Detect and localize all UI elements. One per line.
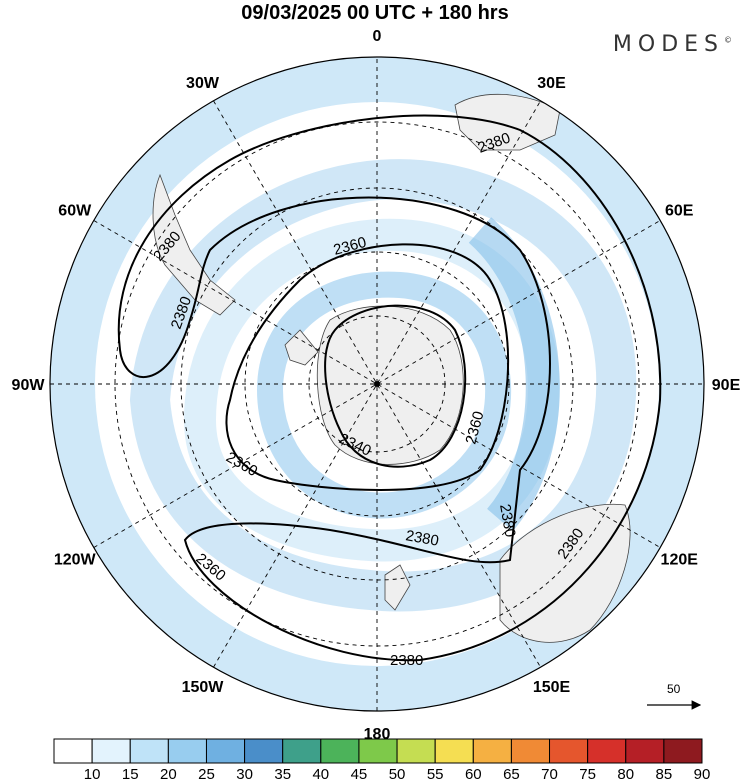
new-zealand	[384, 564, 411, 611]
colorbar-label: 85	[656, 766, 673, 782]
contour-2360	[225, 243, 510, 491]
colorbar-swatch	[587, 738, 627, 764]
colorbar-label: 50	[389, 766, 406, 782]
copyright-mark: ©	[724, 35, 732, 45]
colorbar-swatch	[282, 738, 322, 764]
colorbar-swatch	[472, 738, 512, 764]
longitude-label: 120W	[54, 552, 97, 569]
contour-2380	[117, 114, 662, 662]
graticule	[50, 57, 704, 711]
colorbar-label: 40	[312, 766, 329, 782]
colorbar-label: 65	[503, 766, 520, 782]
polar-vortex-band	[256, 271, 512, 519]
contour-label: 2380	[496, 503, 519, 539]
longitude-label: 150W	[182, 679, 225, 696]
colorbar-swatch	[244, 738, 284, 764]
longitude-label: 60W	[58, 203, 92, 220]
meridian-line	[93, 220, 661, 548]
colorbar-label: 30	[236, 766, 253, 782]
colorbar-swatch	[205, 738, 246, 764]
contour-label: 2380	[404, 527, 440, 550]
colorbar-label: 80	[617, 766, 634, 782]
map-border	[49, 56, 705, 712]
colorbar-label: 75	[579, 766, 596, 782]
colorbar-label: 35	[274, 766, 291, 782]
longitude-label: 120E	[661, 552, 699, 569]
colorbar-swatch	[91, 738, 131, 764]
colorbar-swatch	[53, 738, 93, 764]
longitude-label: 0	[373, 28, 382, 45]
colorbar-label: 15	[122, 766, 139, 782]
brand-logo: MODES©	[613, 32, 732, 57]
colorbar-swatch	[129, 738, 169, 764]
longitude-label: 30W	[186, 75, 220, 92]
south-pole-marker	[374, 381, 380, 387]
longitude-label: 90W	[12, 377, 46, 394]
meridian-line	[213, 100, 541, 668]
colorbar-label: 90	[694, 766, 711, 782]
colorbar-swatch	[663, 738, 703, 764]
longitude-label: 150E	[533, 679, 571, 696]
colorbar-label: 10	[84, 766, 101, 782]
colorbar-label: 25	[198, 766, 215, 782]
map-title: 09/03/2025 00 UTC + 180 hrs	[241, 2, 509, 24]
colorbar-label: 45	[351, 766, 368, 782]
colorbar-swatch	[625, 738, 665, 764]
colorbar-swatch	[434, 738, 474, 764]
height-contours	[117, 114, 662, 662]
colorbar-label: 70	[541, 766, 558, 782]
contour-label: 2380	[390, 652, 423, 669]
longitude-label: 30E	[537, 75, 566, 92]
colorbar-label: 60	[465, 766, 482, 782]
colorbar-label: 55	[427, 766, 444, 782]
australia	[499, 503, 631, 643]
colorbar-swatch	[358, 738, 398, 764]
longitude-label: 90E	[712, 377, 741, 394]
colorbar-swatch	[396, 738, 436, 764]
south-america	[152, 173, 236, 316]
longitude-label: 60E	[665, 203, 694, 220]
colorbar: 10 15 20 25 30 35 40 45 50 55 60 65 70 75 80 85 90	[53, 738, 711, 782]
mid-jet-band	[129, 159, 637, 612]
reference-vector-label: 50	[667, 682, 681, 696]
south-africa	[454, 93, 561, 151]
antarctic-peninsula	[284, 329, 319, 366]
contour-2340	[324, 304, 467, 468]
meridian-line	[93, 220, 661, 548]
reference-vector: 50	[647, 682, 702, 710]
colorbar-label: 20	[160, 766, 177, 782]
jet-streak	[468, 217, 560, 532]
colorbar-swatch	[549, 738, 589, 764]
colorbar-swatch	[510, 738, 551, 764]
brand-name: MODES	[612, 32, 724, 57]
colorbar-swatch	[167, 738, 207, 764]
colorbar-swatch	[320, 738, 360, 764]
meridian-line	[213, 100, 541, 668]
